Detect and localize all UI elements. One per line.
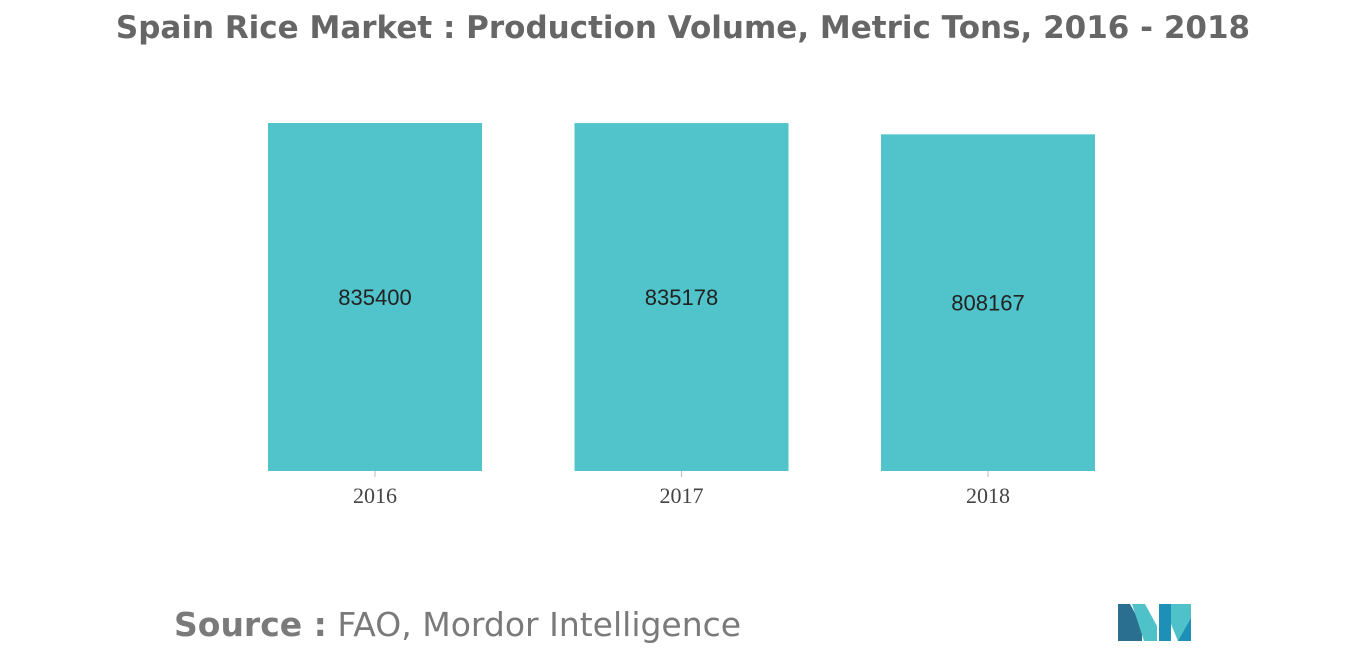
bar-2018 xyxy=(881,134,1095,471)
data-label-2018: 808167 xyxy=(951,291,1024,316)
bars-group xyxy=(268,123,1095,472)
bar-2016 xyxy=(268,123,482,471)
chart-title: Spain Rice Market : Production Volume, M… xyxy=(115,10,1251,46)
data-labels: 835400 835178 808167 xyxy=(338,285,1024,316)
bar-chart: 835400 835178 808167 2016 2017 2018 xyxy=(268,123,1095,508)
x-axis-tick-labels: 2016 2017 2018 xyxy=(353,483,1010,508)
data-label-2017: 835178 xyxy=(645,285,718,310)
x-tick-label-2016: 2016 xyxy=(353,483,397,508)
x-axis-ticks xyxy=(374,471,989,477)
x-tick-label-2018: 2018 xyxy=(966,483,1010,508)
source-label: Source : xyxy=(174,605,327,644)
source-text: FAO, Mordor Intelligence xyxy=(337,605,742,644)
x-tick-label-2017: 2017 xyxy=(660,483,704,508)
source-note: Source : FAO, Mordor Intelligence xyxy=(174,605,741,644)
data-label-2016: 835400 xyxy=(338,285,411,310)
bar-2017 xyxy=(574,123,789,472)
mordor-intelligence-logo-icon xyxy=(1118,604,1191,641)
